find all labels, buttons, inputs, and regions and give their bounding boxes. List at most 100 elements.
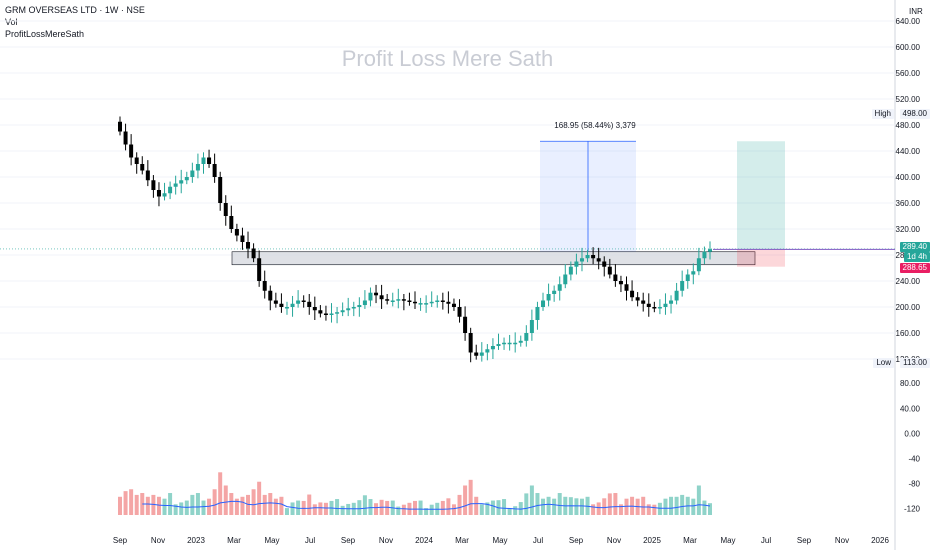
time-tick-label: Sep [569,536,584,545]
volume-bar [156,496,161,515]
candle-body [652,307,657,309]
time-tick-label: Nov [379,536,393,545]
candle-body [156,190,161,197]
candle-body [518,340,523,343]
candle-body [118,121,122,132]
countdown-tag: 1d 4h [903,252,930,262]
candle-body [446,301,451,304]
price-tick-label: 640.00 [896,17,921,26]
time-tick-label: Mar [227,536,241,545]
candle-body [379,295,384,300]
target-zone [737,141,785,250]
candle-body [357,305,362,307]
time-tick-label: Sep [797,536,812,545]
volume-bar [691,498,696,515]
volume-tick-label: -80 [908,480,920,489]
price-tick-label: 400.00 [896,173,921,182]
candle-body [218,177,223,203]
volume-bar [223,485,228,515]
candle-body [563,274,568,285]
volume-bar [429,504,434,515]
volume-bar [702,500,707,515]
volume-bar [657,502,662,515]
volume-bar [641,496,646,515]
time-tick-label: May [264,536,279,545]
candle-body [318,310,323,314]
time-tick-label: 2023 [187,536,205,545]
volume-bar [396,506,401,515]
price-tick-label: 600.00 [896,43,921,52]
volume-bar [323,502,328,515]
custom-indicator-label[interactable]: ProfitLossMereSath [5,29,85,39]
symbol-title: GRM OVERSEAS LTD · 1W · NSE [5,5,145,15]
time-tick-label: Nov [835,536,849,545]
volume-ma-line [142,500,711,510]
candle-body [546,294,551,301]
candle-body [468,333,473,353]
candle-body [479,352,484,356]
volume-bar [596,502,601,515]
candle-body [362,300,367,306]
low-value: 113.00 [900,358,930,368]
candle-body [429,301,434,304]
volume-bar [240,496,245,515]
watermark: Profit Loss Mere Sath [341,46,554,71]
candle-body [529,320,534,333]
candle-body [168,186,173,194]
volume-bar [273,498,278,515]
volume-bar [268,493,273,515]
candle-body [708,249,712,252]
volume-bar [502,499,507,515]
volume-bar [552,498,557,515]
volume-bar [518,502,523,515]
volume-bars [118,472,712,515]
volume-bar [257,481,262,515]
candle-body [195,164,200,171]
candle-body [234,229,239,236]
candle-body [129,144,134,158]
volume-bar [229,493,234,515]
volume-bar [140,493,145,515]
candle-body [624,284,629,291]
volume-tick-label: -40 [908,454,920,463]
volume-bar [479,504,484,515]
volume-bar [557,493,562,515]
volume-bar [246,494,251,515]
volume-bar [468,479,473,515]
volume-bar [446,498,451,515]
time-tick-label: Nov [607,536,621,545]
candle-body [351,307,356,309]
volume-bar [463,485,468,515]
volume-bar [607,493,612,515]
candle-body [368,292,373,301]
candle-body [335,312,340,314]
candle-body [541,300,546,307]
candle-body [418,303,423,305]
time-tick-label: Jul [305,536,315,545]
candle-body [591,255,596,259]
entry-price-tag: 288.65 [899,263,930,273]
time-tick-label: Mar [455,536,469,545]
volume-bar [669,496,674,515]
candle-body [435,300,440,302]
candle-body [513,342,518,345]
volume-bar [129,489,134,515]
candle-body [246,242,251,249]
candle-body [279,303,284,307]
volume-tick-label: 40.00 [900,404,921,413]
volume-bar [201,500,206,515]
volume-tick-label: 0.00 [904,429,920,438]
volume-indicator-label[interactable]: Vol [5,17,18,27]
volume-bar [474,496,479,515]
candle-body [568,266,573,275]
volume-bar [374,503,379,515]
candle-body [602,261,607,267]
volume-bar [401,504,406,515]
volume-bar [207,498,212,515]
volume-bar [318,502,323,515]
candle-body [301,300,306,302]
volume-bar [145,496,150,515]
candle-body [413,301,417,304]
resistance-zone [231,251,756,266]
